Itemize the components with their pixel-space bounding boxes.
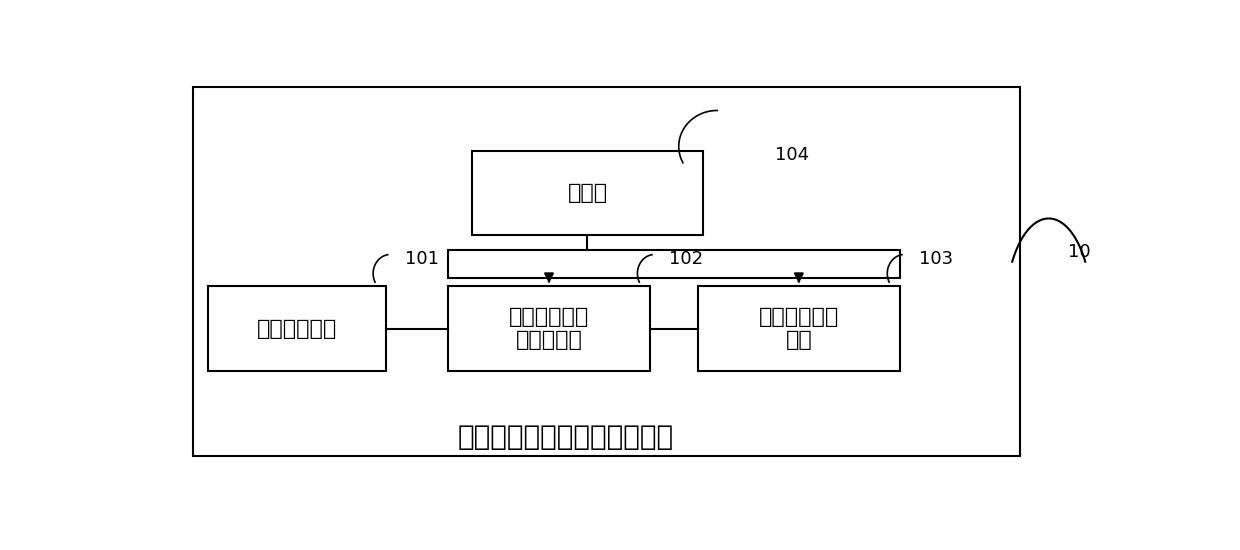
Bar	[472, 151, 703, 235]
Text: 104: 104	[775, 146, 808, 164]
Text: 102: 102	[670, 250, 703, 268]
Bar	[448, 286, 650, 371]
Text: 三维高速宽视场层析成像装置: 三维高速宽视场层析成像装置	[458, 422, 673, 450]
Text: 10: 10	[1068, 243, 1090, 261]
Text: 光束产生装置: 光束产生装置	[257, 318, 337, 339]
Text: 拓展景深探测
装置: 拓展景深探测 装置	[759, 307, 839, 350]
Text: 103: 103	[919, 250, 954, 268]
Text: 控制器: 控制器	[568, 183, 608, 203]
Text: 高速时空聚焦
面扫描装置: 高速时空聚焦 面扫描装置	[508, 307, 589, 350]
Bar	[208, 286, 386, 371]
Bar	[698, 286, 900, 371]
Bar	[193, 87, 1021, 455]
Bar	[448, 250, 900, 278]
Text: 101: 101	[404, 250, 439, 268]
